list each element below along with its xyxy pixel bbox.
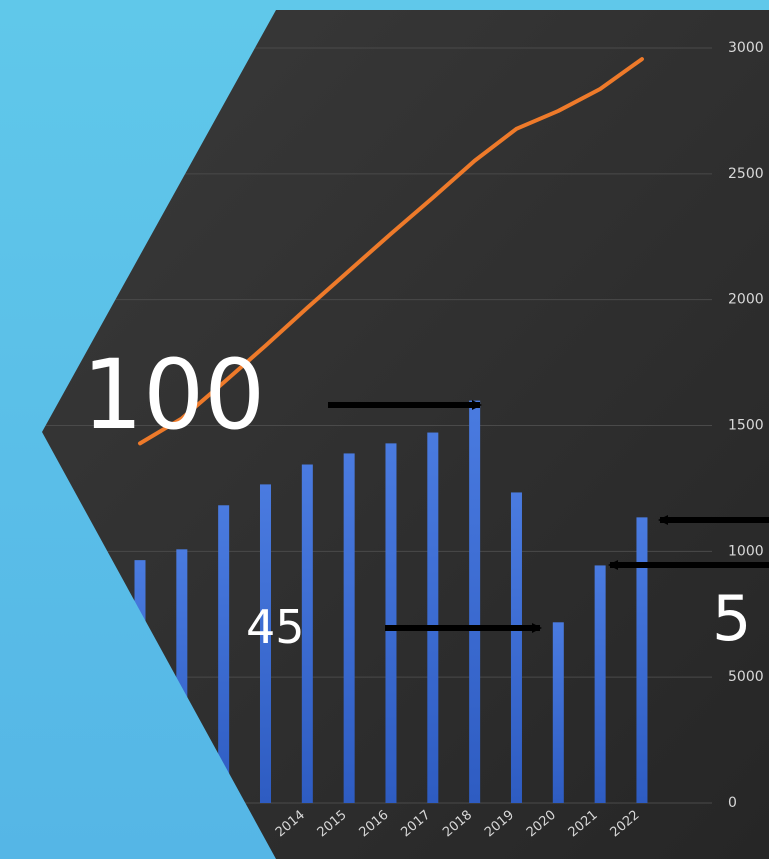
annotation: 5 xyxy=(712,582,751,655)
line xyxy=(138,57,644,446)
annotations: 100 45 5 xyxy=(82,339,769,655)
y-tick-label: 0 xyxy=(728,795,737,811)
y-tick-label: 3000 xyxy=(728,40,764,56)
bar xyxy=(218,505,230,803)
bar xyxy=(301,464,313,803)
annotation: 45 xyxy=(246,600,305,654)
bar xyxy=(636,517,648,803)
bar xyxy=(552,622,564,803)
y-tick-label: 1000 xyxy=(728,543,764,559)
bar xyxy=(259,484,271,803)
bar xyxy=(594,565,606,803)
bar xyxy=(343,453,355,803)
bar xyxy=(385,443,397,803)
bar xyxy=(469,400,481,803)
bar xyxy=(427,432,439,803)
y-tick-label: 2500 xyxy=(728,166,764,182)
bar xyxy=(510,492,522,803)
y-tick-label: 2000 xyxy=(728,292,764,308)
y-tick-label: 5000 xyxy=(728,669,764,685)
y-tick-label: 1500 xyxy=(728,418,764,434)
bar xyxy=(176,549,188,803)
annotation: 100 xyxy=(82,339,265,451)
